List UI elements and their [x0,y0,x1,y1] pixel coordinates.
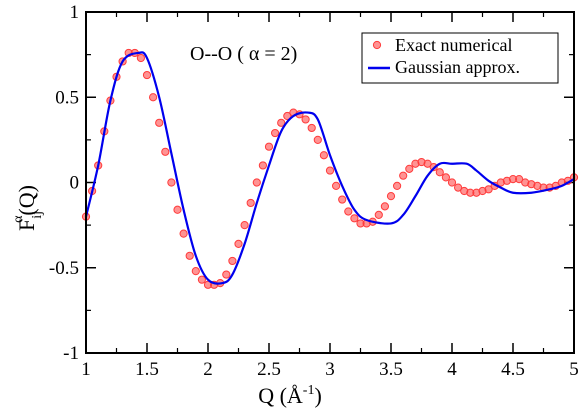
exact-data-point [240,221,249,230]
exact-data-point [374,210,383,219]
exact-data-point [435,168,444,177]
exact-data-point [252,178,261,187]
y-axis-title: Fijα(Q) [11,185,45,231]
legend-label-gaussian: Gaussian approx. [395,57,520,77]
exact-data-point [277,118,286,127]
x-axis-title: Q (Å-1) [258,383,322,408]
legend-marker-exact [372,40,382,50]
exact-data-point [454,183,463,192]
x-tick-label: 5 [569,359,579,380]
exact-data-point [399,171,408,180]
exact-data-point [380,202,389,211]
exact-data-point [515,174,524,184]
x-tick-label: 1.5 [135,359,159,380]
exact-data-point [155,118,164,127]
exact-data-point [228,256,237,266]
exact-data-point [173,205,182,214]
exact-data-point [191,267,200,276]
exact-data-point [234,239,243,248]
exact-data-point [167,178,176,187]
x-tick-label: 3 [325,359,335,380]
y-tick-label: 0.5 [55,87,79,108]
exact-data-point [405,164,414,173]
exact-data-point [283,111,292,121]
exact-data-point [258,161,267,170]
legend-label-exact: Exact numerical [395,35,512,55]
series-layer [81,48,579,289]
legend: Exact numerical Gaussian approx. [361,32,559,84]
axis-tick-labels: 1 1.5 2 2.5 3 3.5 4 4.5 5 -1 -0.5 0 0.5 1 [49,2,579,380]
exact-data-point [307,123,316,133]
y-tick-label: -0.5 [49,258,79,279]
x-tick-label: 4.5 [501,359,525,380]
exact-data-point [313,135,322,144]
chart-annotation: O--O ( α = 2) [190,43,297,65]
exact-data-point [161,147,170,156]
x-tick-label: 2.5 [257,359,281,380]
exact-data-point [222,270,231,279]
exact-data-point [185,251,194,260]
exact-data-point [179,229,188,238]
exact-data-point [246,198,255,208]
exact-data-point [441,173,450,182]
x-tick-label: 2 [203,359,213,380]
exact-data-point [386,192,396,201]
x-tick-label: 1 [81,359,91,380]
exact-data-point [136,53,145,63]
legend-box [361,32,559,84]
exact-data-point [344,207,353,216]
exact-data-point [325,166,335,175]
y-tick-label: 0 [70,173,80,194]
exact-data-point [447,178,457,187]
exact-data-point [338,195,347,204]
gaussian-approx-line [84,51,575,285]
x-tick-label: 3.5 [379,359,403,380]
exact-data-point [423,159,432,168]
exact-data-point [264,142,274,151]
plot-frame [85,11,575,354]
y-tick-label: 1 [70,2,80,23]
y-tick-label: -1 [63,343,79,364]
exact-data-point [271,128,280,138]
x-tick-label: 4 [447,359,457,380]
svg-text:Fijα(Q): Fijα(Q) [11,185,45,231]
exact-data-point [319,151,328,160]
exact-data-point [332,181,341,191]
exact-data-point [301,115,310,124]
exact-data-point [149,93,158,102]
exact-data-point [484,185,493,194]
exact-data-point [197,275,206,284]
exact-data-point [393,181,402,191]
exact-data-point [142,70,152,80]
exact-data-point [350,214,359,223]
